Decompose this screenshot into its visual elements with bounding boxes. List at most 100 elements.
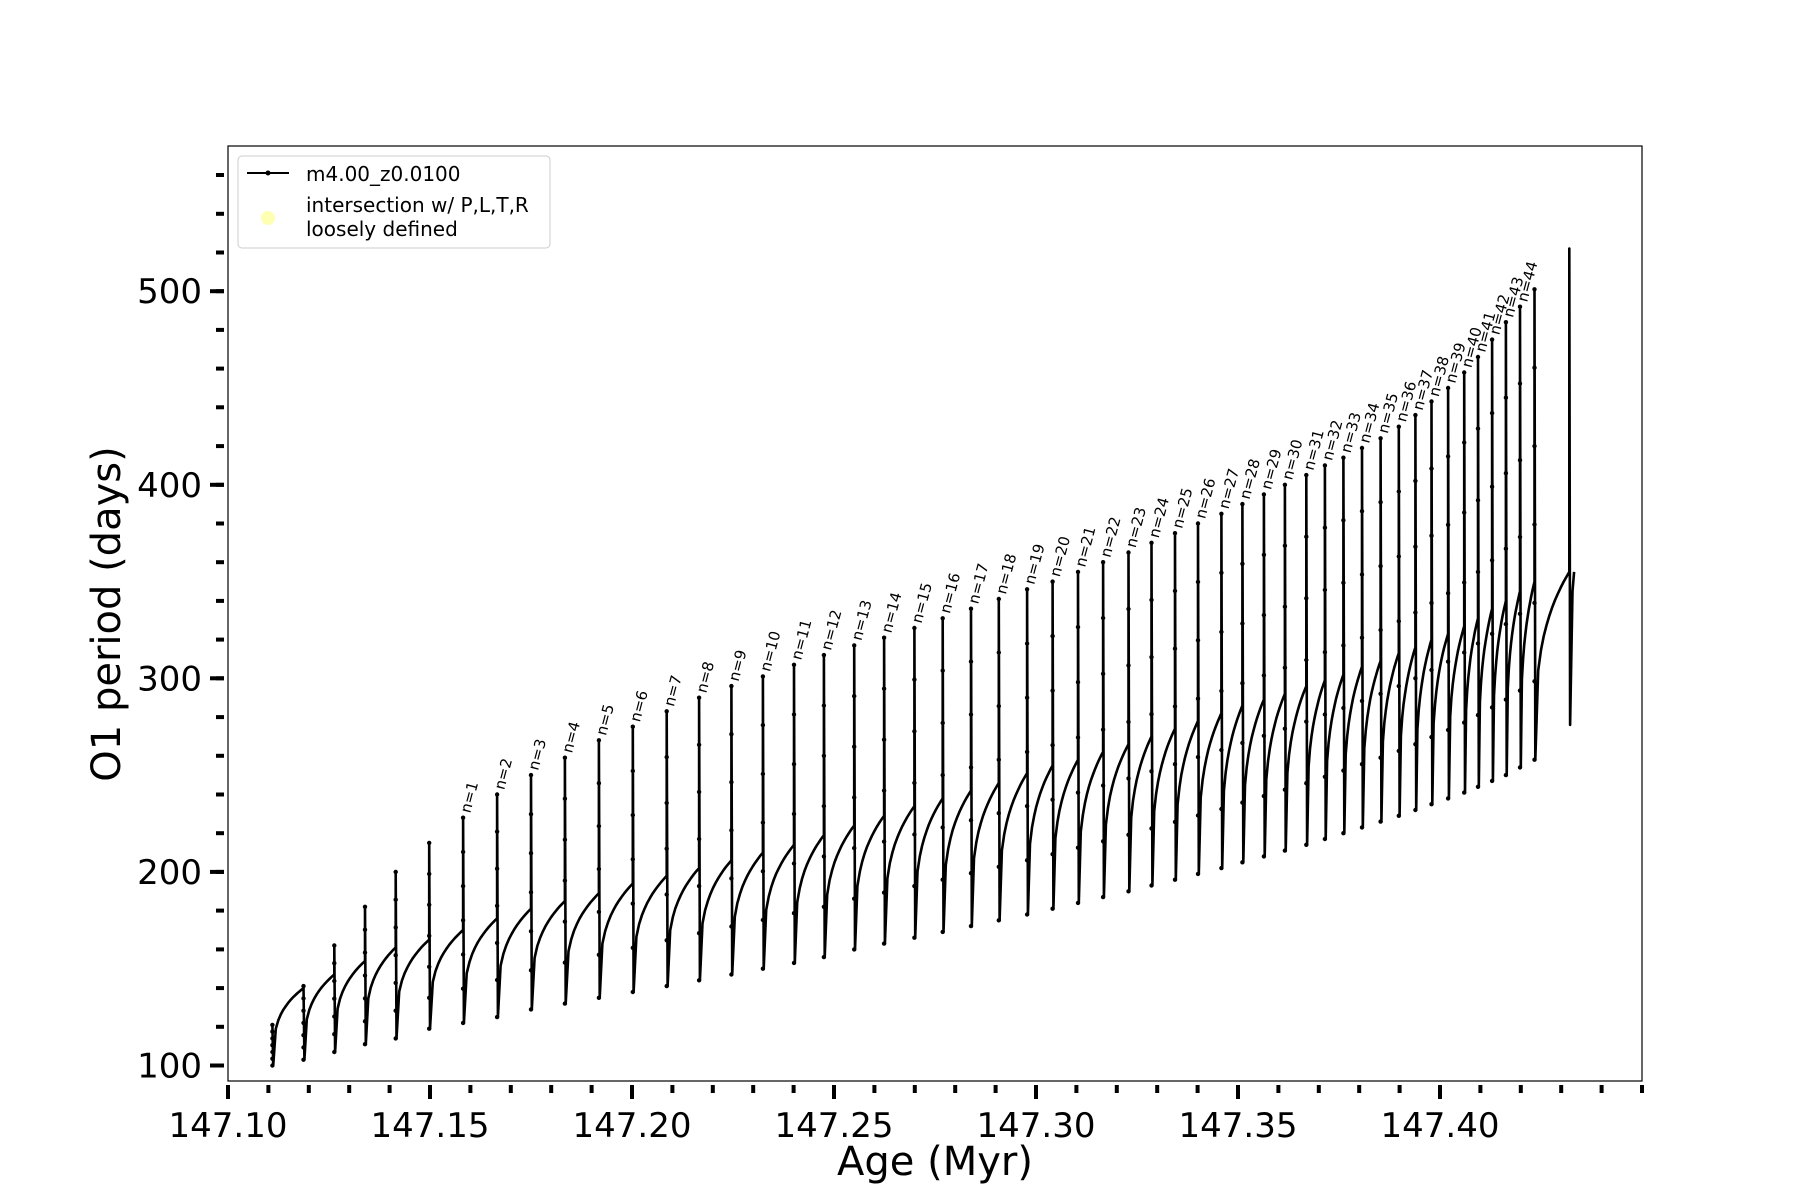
pulse-label: n=24 [1145,495,1173,539]
series-point [664,709,669,714]
series-point [427,995,432,1000]
x-tick-label: 147.30 [977,1106,1096,1146]
series-point [460,952,466,957]
series-point [528,890,534,895]
series-point [881,635,887,640]
series-point [1489,705,1495,710]
series-point [1378,500,1383,505]
series-point [1126,550,1131,555]
series-point [1149,597,1154,603]
series-point [1429,734,1434,740]
series-point [1445,659,1451,664]
series-point [1195,638,1201,643]
series-point [1304,842,1309,847]
series-point [1195,696,1201,701]
series-point [1304,781,1309,786]
pulse-label: n=20 [1046,534,1074,578]
series-point [1075,624,1081,630]
pulse-label: n=25 [1168,486,1196,530]
series-point [332,943,337,948]
series-point [852,795,857,800]
series-point [1075,569,1081,575]
series-point [1445,727,1451,733]
series-point [362,904,368,909]
series-point [1075,790,1081,795]
series-point [881,890,887,895]
series-point [270,1043,275,1048]
series-point [1322,587,1328,593]
series-point [791,712,797,717]
series-point [1322,836,1328,842]
series-point [912,832,917,837]
series-point [1413,412,1418,418]
series-point [1240,501,1245,507]
series-point [696,931,702,936]
series-point [393,897,398,902]
series-point [1429,466,1434,471]
series-point [729,924,734,929]
series-point [630,768,635,774]
series-point [1532,287,1537,292]
series-point [1445,522,1451,527]
axes: 147.10 147.15 147.20 147.25 147.30 147.35 147.… [137,173,1644,1146]
x-axis-label: Age (Myr) [837,1139,1033,1185]
series-point [362,996,368,1001]
series-point [760,966,766,971]
pulse-label: n=22 [1097,515,1125,559]
series-point [1050,852,1055,857]
series-point [528,968,534,973]
series-point [940,616,945,621]
series-point [881,788,887,793]
series-point [1413,478,1418,484]
series-point [1261,492,1267,497]
pulse-label: n=17 [964,561,992,605]
series-point [1503,320,1509,325]
pulse-label: n=1 [457,780,483,815]
series-point [1282,665,1288,670]
series-point [1261,733,1267,738]
series-point [729,732,734,737]
series-point [791,662,797,667]
series-point [1304,719,1309,724]
series-point [821,703,827,708]
series-point [1195,579,1201,585]
series-point [791,911,797,916]
pulse-label: n=16 [936,571,964,615]
series-point [460,1020,466,1026]
series-point [1322,525,1328,530]
series-point [1341,580,1346,585]
series-point [664,754,669,760]
series-point [562,755,568,760]
x-tick-label: 147.35 [1179,1106,1298,1146]
pulse-label: n=11 [787,617,815,661]
series-point [1462,790,1467,795]
series-point [940,877,945,882]
series-point [1075,735,1081,740]
series-point [996,703,1001,709]
series-point [301,1045,306,1050]
series-point [494,940,500,946]
series-point [696,883,702,889]
series-point [1282,604,1288,609]
series-point [427,1026,432,1031]
pulse-label: n=19 [1021,542,1049,586]
series-point [362,1042,368,1047]
series-point [630,857,635,862]
series-point [881,686,887,691]
series-point [332,978,337,984]
series-point [1462,510,1467,515]
series-point [760,722,766,728]
series-point [760,674,766,679]
series-point [664,938,669,943]
series-point [940,668,945,673]
series-point [1126,832,1131,837]
series-point [1413,544,1418,549]
legend-label-intersection-2: loosely defined [306,217,458,241]
series-point [1100,839,1106,844]
series-point [1359,635,1365,640]
series-point [881,839,887,844]
series-point [1261,612,1267,618]
series-point [427,871,432,877]
series-point [1149,712,1154,717]
